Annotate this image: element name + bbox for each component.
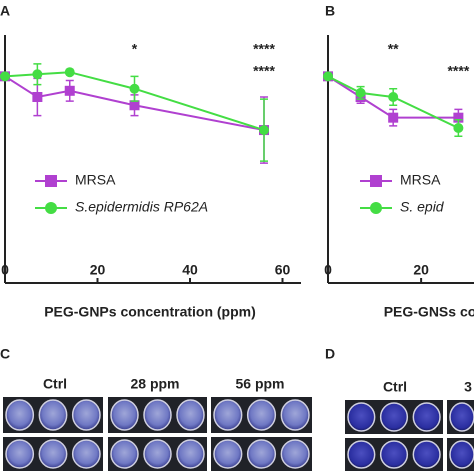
series-line	[327, 75, 459, 129]
well	[246, 439, 277, 469]
legend-marker	[45, 202, 57, 214]
legend-marker	[370, 202, 382, 214]
x-tick-label: 20	[413, 262, 429, 278]
legend-label: MRSA	[75, 172, 116, 188]
panel-label: B	[325, 3, 335, 19]
legend-label: S. epid	[400, 199, 445, 215]
panel-label: D	[325, 346, 335, 362]
x-tick-label: 60	[275, 262, 291, 278]
well	[379, 440, 409, 469]
marker	[453, 112, 464, 123]
x-axis-title: PEG-GNSs co	[384, 304, 474, 320]
legend-marker	[45, 175, 57, 187]
marker	[453, 123, 464, 133]
legend-label: S.epidermidis RP62A	[75, 199, 208, 215]
marker	[355, 87, 366, 98]
marker	[64, 67, 75, 78]
marker	[32, 69, 43, 80]
well	[38, 439, 68, 469]
well	[5, 399, 35, 431]
well	[143, 439, 172, 469]
x-axis-title: PEG-GNPs concentration (ppm)	[44, 304, 256, 320]
marker	[0, 71, 10, 82]
panel-label: A	[0, 3, 10, 19]
well	[347, 402, 376, 432]
marker	[64, 85, 75, 96]
well	[176, 399, 205, 431]
marker	[32, 92, 43, 102]
marker	[388, 92, 399, 102]
significance: ****	[447, 63, 469, 79]
well	[379, 402, 409, 432]
marker	[323, 71, 333, 82]
series-line	[327, 75, 459, 119]
well	[449, 402, 474, 432]
well	[280, 399, 310, 431]
well	[71, 399, 101, 431]
column-label: 28 ppm	[130, 376, 179, 392]
significance: ****	[253, 63, 275, 79]
legend-marker	[370, 175, 382, 187]
well	[347, 440, 376, 469]
column-label: 56 ppm	[235, 376, 284, 392]
significance: ****	[253, 41, 275, 57]
well	[110, 399, 139, 431]
well	[143, 399, 172, 431]
panel-label: C	[0, 346, 10, 362]
well	[38, 399, 68, 431]
column-label: Ctrl	[383, 379, 407, 395]
well	[213, 399, 243, 431]
well	[246, 399, 277, 431]
marker	[259, 125, 269, 136]
well	[412, 440, 441, 469]
marker	[129, 83, 140, 94]
well	[213, 439, 243, 469]
x-tick-label: 20	[90, 262, 106, 278]
well	[449, 440, 474, 469]
well	[280, 439, 310, 469]
x-tick-label: 0	[324, 262, 332, 278]
marker	[388, 112, 399, 123]
significance: *	[132, 41, 138, 57]
well	[176, 439, 205, 469]
well	[71, 439, 101, 469]
marker	[129, 100, 140, 111]
well	[110, 439, 139, 469]
well	[412, 402, 441, 432]
significance: **	[388, 41, 399, 57]
x-tick-label: 40	[182, 262, 198, 278]
column-label: 3	[464, 379, 472, 395]
well	[5, 439, 35, 469]
column-label: Ctrl	[43, 376, 67, 392]
legend-label: MRSA	[400, 172, 441, 188]
x-tick-label: 0	[1, 262, 9, 278]
